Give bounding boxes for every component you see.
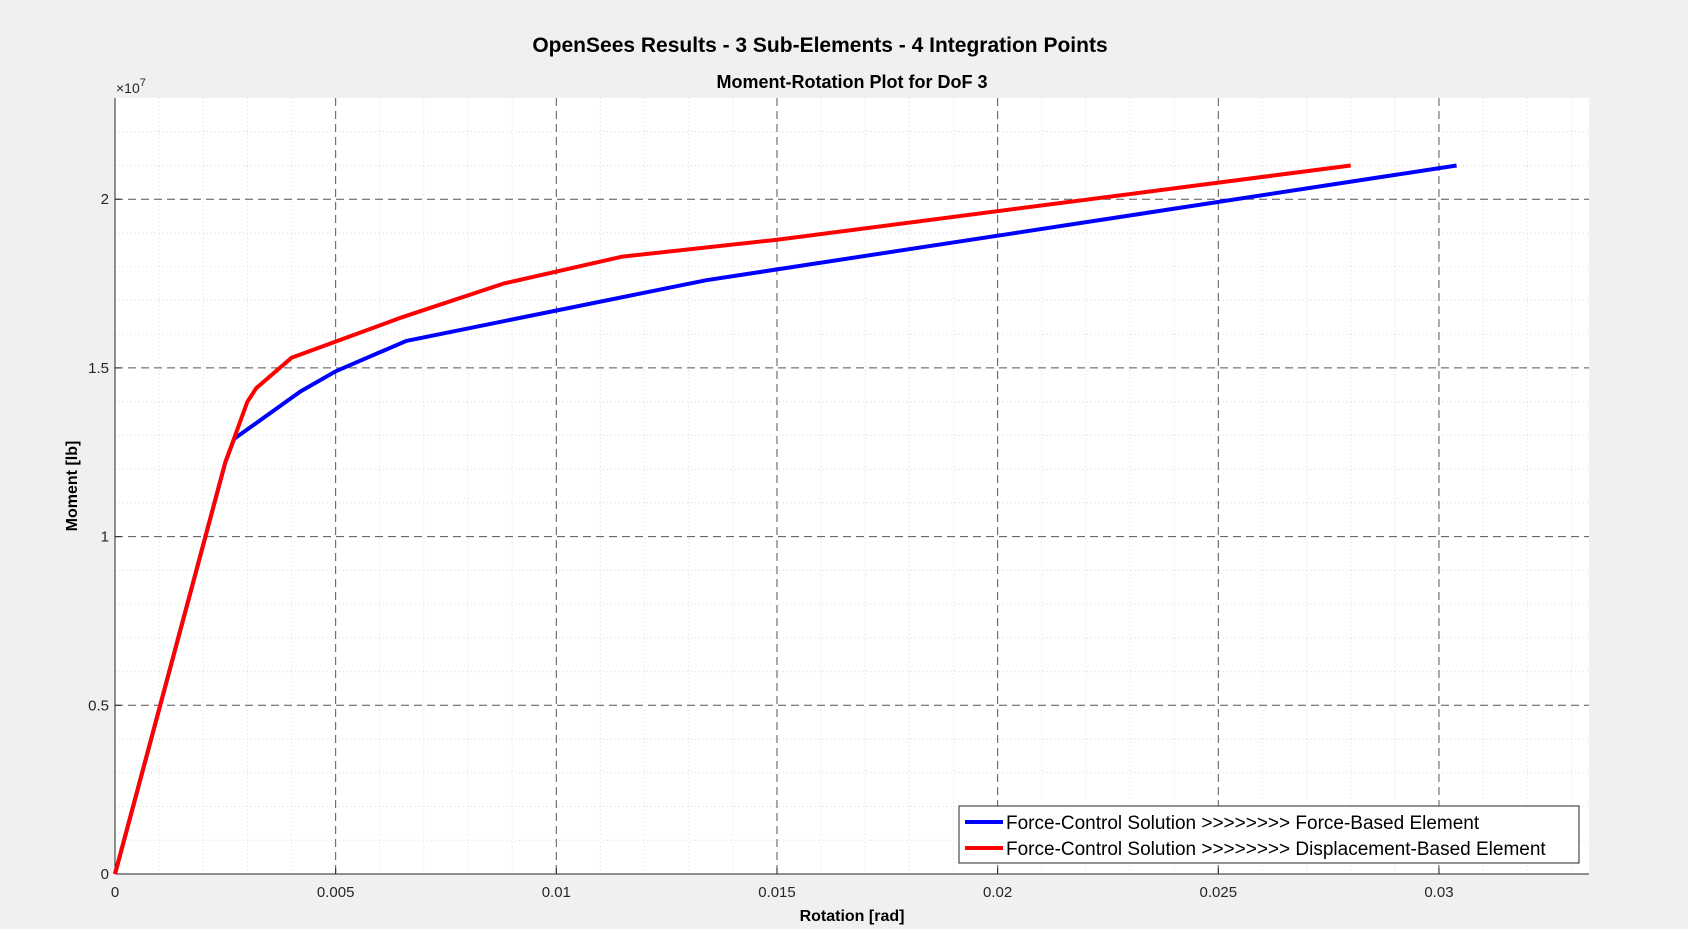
y-exponent-label: ×107 [116,77,146,96]
y-axis-ticks: 0 0.5 1 1.5 2 [88,191,121,883]
y-tick-label: 0.5 [88,697,109,714]
x-tick-label: 0.025 [1200,884,1238,901]
y-exponent-base: ×10 [116,80,140,96]
y-tick-label: 0 [101,866,109,883]
major-grid [115,98,1589,874]
y-tick-label: 1.5 [88,360,109,377]
legend-box [958,805,1580,864]
x-tick-label: 0.02 [983,884,1012,901]
legend-label-displacement-based: Force-Control Solution >>>>>>>> Displace… [1006,839,1546,860]
x-axis-label: Rotation [rad] [800,908,905,925]
legend-label-force-based: Force-Control Solution >>>>>>>> Force-Ba… [1006,813,1480,834]
y-exponent-power: 7 [140,77,146,89]
x-tick-label: 0.01 [542,884,571,901]
y-axis-label: Moment [lb] [64,441,81,532]
x-axis-ticks: 0 0.005 0.01 0.015 0.02 0.025 0.03 [111,868,1454,901]
series-layer [113,163,1457,875]
figure-suptitle: OpenSees Results - 3 Sub-Elements - 4 In… [532,34,1107,57]
x-tick-label: 0.03 [1424,884,1453,901]
x-tick-label: 0.005 [317,884,355,901]
chart-title: Moment-Rotation Plot for DoF 3 [717,72,988,92]
y-tick-label: 2 [101,191,109,208]
legend[interactable]: Force-Control Solution >>>>>>>> Force-Ba… [958,805,1580,864]
plot-area [115,98,1589,874]
series-line-displacement-based [113,163,1351,875]
y-tick-label: 1 [101,529,109,546]
x-tick-label: 0.015 [758,884,796,901]
x-tick-label: 0 [111,884,119,901]
